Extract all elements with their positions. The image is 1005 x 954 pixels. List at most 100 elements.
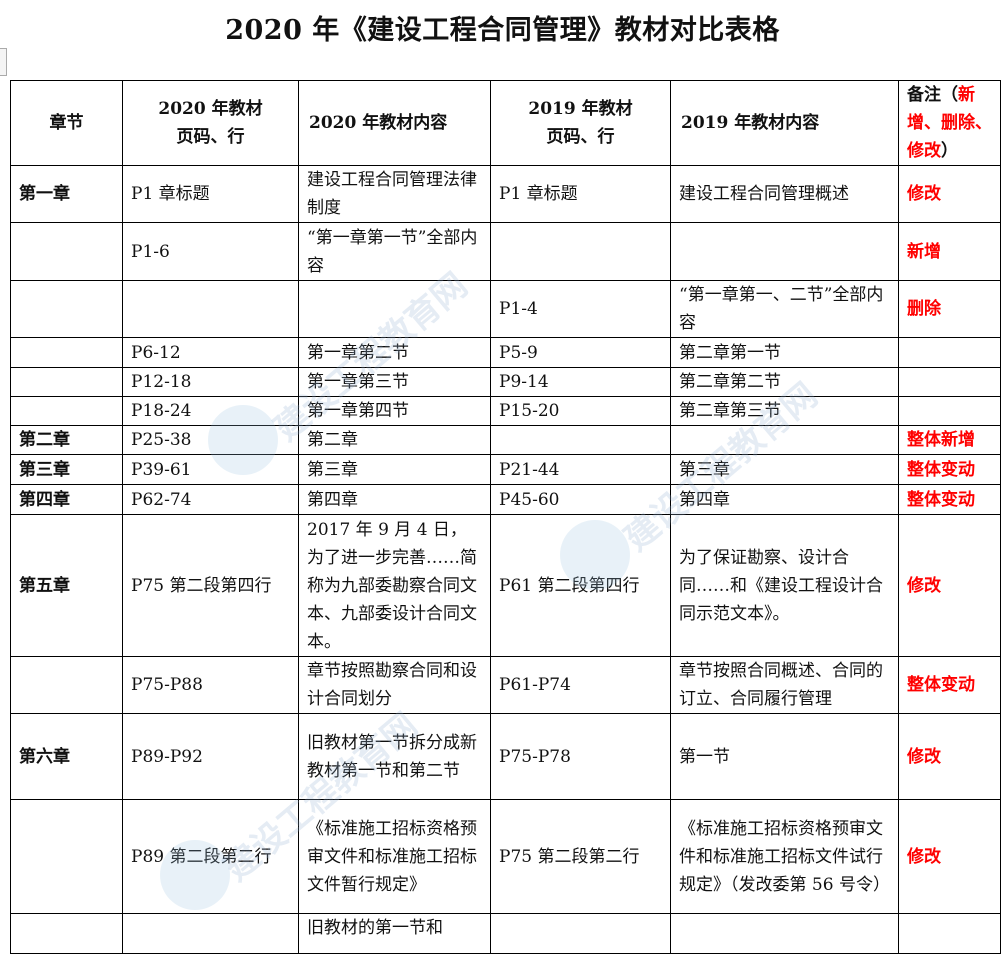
page-2020-cell: P62-74	[122, 484, 299, 515]
content-2019-cell: 建设工程合同管理概述	[670, 165, 899, 223]
page-2020-cell: P12-18	[122, 367, 299, 397]
content-2020-cell	[298, 280, 491, 338]
content-2020-cell: “第一章第一节”全部内容	[298, 222, 491, 281]
content-2019-cell: 章节按照合同概述、合同的订立、合同履行管理	[670, 656, 899, 714]
page-2020-cell	[122, 913, 299, 954]
content-2019-cell: 第二章第二节	[670, 367, 899, 397]
chapter-cell: 第四章	[10, 484, 123, 515]
page-2020-cell: P1 章标题	[122, 165, 299, 223]
page-2020-cell: P39-61	[122, 454, 299, 485]
note-cell: 修改	[898, 165, 1001, 223]
page-2020-cell: P18-24	[122, 396, 299, 426]
header-chapter: 章节	[10, 80, 123, 166]
header-row: 章节 2020 年教材 页码、行 2020 年教材内容 2019 年教材 页码、行 …	[10, 80, 1001, 166]
header-page-2020: 2020 年教材 页码、行	[122, 80, 299, 166]
table-row: 第三章 P39-61 第三章 P21-44 第三章 整体变动	[10, 454, 1001, 485]
page-2020-cell: P75 第二段第四行	[122, 514, 299, 657]
note-cell	[898, 913, 1001, 954]
content-2020-cell: 《标准施工招标资格预审文件和标准施工招标文件暂行规定》	[298, 799, 491, 914]
header-note: 备注（新增、删除、修改）	[898, 80, 1001, 166]
content-2020-cell: 第一章第二节	[298, 337, 491, 368]
page-2020-cell: P89-P92	[122, 713, 299, 800]
chapter-cell	[10, 656, 123, 714]
content-2020-cell: 第三章	[298, 454, 491, 485]
comparison-table: 章节 2020 年教材 页码、行 2020 年教材内容 2019 年教材 页码、行 …	[10, 80, 1001, 954]
page-2020-cell	[122, 280, 299, 338]
header-content-2020: 2020 年教材内容	[298, 80, 491, 166]
content-2019-cell: 《标准施工招标资格预审文件和标准施工招标文件试行规定》（发改委第 56 号令）	[670, 799, 899, 914]
note-cell	[898, 396, 1001, 426]
note-cell: 整体变动	[898, 484, 1001, 515]
table-row: 第五章 P75 第二段第四行 2017 年 9 月 4 日，为了进一步完善……简称为…	[10, 514, 1001, 657]
content-2020-cell: 旧教材第一节拆分成新教材第一节和第二节	[298, 713, 491, 800]
page-2019-cell: P75-P78	[490, 713, 671, 800]
content-2020-cell: 建设工程合同管理法律制度	[298, 165, 491, 223]
page-2019-cell	[490, 425, 671, 455]
table-row: P75-P88 章节按照勘察合同和设计合同划分 P61-P74 章节按照合同概述、合同…	[10, 656, 1001, 714]
page-2019-cell: P61 第二段第四行	[490, 514, 671, 657]
table-row: 第六章 P89-P92 旧教材第一节拆分成新教材第一节和第二节 P75-P78 第一节修…	[10, 713, 1001, 800]
table-row: P6-12 第一章第二节 P5-9 第二章第一节	[10, 337, 1001, 368]
content-2019-cell: “第一章第一、二节”全部内容	[670, 280, 899, 338]
table-row: P1-4 “第一章第一、二节”全部内容 删除	[10, 280, 1001, 338]
chapter-cell	[10, 337, 123, 368]
content-2020-cell: 旧教材的第一节和	[298, 913, 491, 954]
chapter-cell: 第六章	[10, 713, 123, 800]
chapter-cell: 第一章	[10, 165, 123, 223]
note-cell: 修改	[898, 713, 1001, 800]
note-cell: 修改	[898, 799, 1001, 914]
table-row: 第二章 P25-38 第二章 整体新增	[10, 425, 1001, 455]
header-page-2019: 2019 年教材 页码、行	[490, 80, 671, 166]
note-cell	[898, 337, 1001, 368]
page-2019-cell: P75 第二段第二行	[490, 799, 671, 914]
note-cell: 新增	[898, 222, 1001, 281]
page-2019-cell: P1 章标题	[490, 165, 671, 223]
content-2020-cell: 2017 年 9 月 4 日，为了进一步完善……简称为九部委勘察合同文本、九部委…	[298, 514, 491, 657]
table-row: 第四章 P62-74 第四章 P45-60 第四章 整体变动	[10, 484, 1001, 515]
header-content-2019: 2019 年教材内容	[670, 80, 899, 166]
page-2019-cell: P5-9	[490, 337, 671, 368]
content-2020-cell: 第二章	[298, 425, 491, 455]
content-2019-cell: 为了保证勘察、设计合同……和《建设工程设计合同示范文本》。	[670, 514, 899, 657]
table-row: 第一章 P1 章标题 建设工程合同管理法律制度 P1 章标题 建设工程合同管理概述 修改	[10, 165, 1001, 223]
chapter-cell	[10, 222, 123, 281]
chapter-cell	[10, 913, 123, 954]
page-2019-cell: P21-44	[490, 454, 671, 485]
chapter-cell	[10, 367, 123, 397]
side-scroll-handle[interactable]	[0, 48, 7, 76]
content-2019-cell: 第二章第一节	[670, 337, 899, 368]
chapter-cell: 第二章	[10, 425, 123, 455]
note-cell: 整体变动	[898, 454, 1001, 485]
content-2019-cell: 第三章	[670, 454, 899, 485]
page-2019-cell	[490, 222, 671, 281]
content-2019-cell	[670, 425, 899, 455]
chapter-cell: 第五章	[10, 514, 123, 657]
content-2020-cell: 第一章第三节	[298, 367, 491, 397]
page-2019-cell: P9-14	[490, 367, 671, 397]
page-title: 2020 年《建设工程合同管理》教材对比表格	[225, 15, 780, 46]
content-2019-cell	[670, 222, 899, 281]
note-cell: 修改	[898, 514, 1001, 657]
page-2020-cell: P25-38	[122, 425, 299, 455]
table-row: 旧教材的第一节和	[10, 913, 1001, 954]
content-2020-cell: 第四章	[298, 484, 491, 515]
table-row: P1-6 “第一章第一节”全部内容 新增	[10, 222, 1001, 281]
chapter-cell	[10, 280, 123, 338]
chapter-cell	[10, 396, 123, 426]
content-2019-cell: 第一节	[670, 713, 899, 800]
page-2020-cell: P89 第二段第二行	[122, 799, 299, 914]
page-2019-cell	[490, 913, 671, 954]
page-2020-cell: P75-P88	[122, 656, 299, 714]
chapter-cell: 第三章	[10, 454, 123, 485]
note-cell	[898, 367, 1001, 397]
table-row: P18-24 第一章第四节 P15-20 第二章第三节	[10, 396, 1001, 426]
content-2019-cell	[670, 913, 899, 954]
content-2020-cell: 第一章第四节	[298, 396, 491, 426]
page-2019-cell: P45-60	[490, 484, 671, 515]
note-cell: 整体变动	[898, 656, 1001, 714]
content-2019-cell: 第二章第三节	[670, 396, 899, 426]
page-2020-cell: P1-6	[122, 222, 299, 281]
chapter-cell	[10, 799, 123, 914]
page-2019-cell: P15-20	[490, 396, 671, 426]
table-row: P12-18 第一章第三节 P9-14 第二章第二节	[10, 367, 1001, 397]
